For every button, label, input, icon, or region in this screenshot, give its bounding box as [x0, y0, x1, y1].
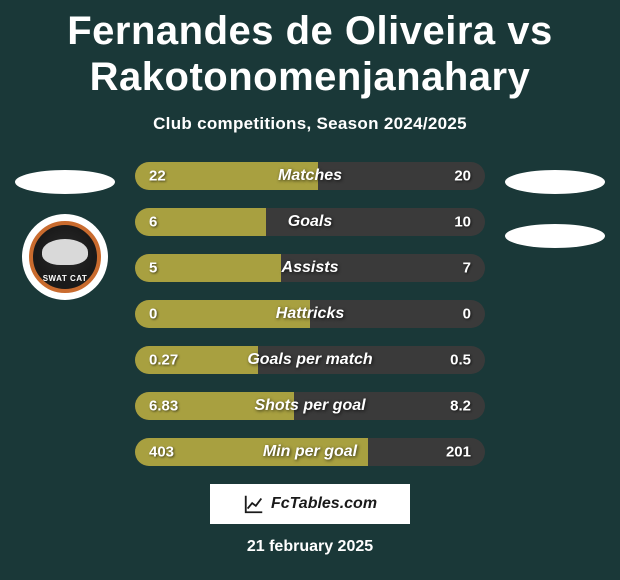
stat-bar-row: 0.27 Goals per match 0.5 — [135, 346, 485, 374]
stat-label: Hattricks — [276, 305, 344, 323]
stat-value-left: 0.27 — [149, 352, 178, 369]
stat-bar-row: 6.83 Shots per goal 8.2 — [135, 392, 485, 420]
title-line-2: Rakotonomenjanahary — [90, 55, 531, 99]
stat-value-left: 5 — [149, 260, 157, 277]
comparison-content: SWAT CAT 22 Matches 20 6 Goals 10 5 Assists 7 0 Ha… — [0, 162, 620, 466]
stat-bar-row: 0 Hattricks 0 — [135, 300, 485, 328]
stat-value-right: 7 — [463, 260, 471, 277]
stat-bar-row: 22 Matches 20 — [135, 162, 485, 190]
footer-brand-badge: FcTables.com — [210, 484, 410, 524]
stat-bar-row: 5 Assists 7 — [135, 254, 485, 282]
player-left-photo-placeholder — [15, 170, 115, 194]
stat-value-right: 8.2 — [450, 398, 471, 415]
stat-value-right: 20 — [454, 168, 471, 185]
stat-label: Assists — [282, 259, 339, 277]
stat-value-left: 6.83 — [149, 398, 178, 415]
stat-bar-row: 403 Min per goal 201 — [135, 438, 485, 466]
stat-value-left: 0 — [149, 306, 157, 323]
club-badge-graphic: SWAT CAT — [29, 221, 101, 293]
chart-icon — [243, 493, 265, 515]
stat-label: Goals — [288, 213, 332, 231]
stat-label: Shots per goal — [254, 397, 365, 415]
date-text: 21 february 2025 — [0, 538, 620, 556]
stat-value-right: 0 — [463, 306, 471, 323]
stat-label: Min per goal — [263, 443, 357, 461]
player-left-club-badge: SWAT CAT — [22, 214, 108, 300]
player-right-photo-placeholder — [505, 170, 605, 194]
stat-bar-row: 6 Goals 10 — [135, 208, 485, 236]
stat-value-right: 201 — [446, 444, 471, 461]
stat-value-left: 22 — [149, 168, 166, 185]
stat-bars-container: 22Matches206Goals105Assists70Hattricks00… — [135, 162, 485, 466]
subtitle: Club competitions, Season 2024/2025 — [0, 114, 620, 134]
stat-value-left: 6 — [149, 214, 157, 231]
player-right-club-placeholder — [505, 224, 605, 248]
stat-value-right: 0.5 — [450, 352, 471, 369]
player-left-column: SWAT CAT — [10, 162, 120, 300]
page-title: Fernandes de Oliveira vs Rakotonomenjana… — [0, 0, 620, 100]
stat-label: Matches — [278, 167, 342, 185]
stat-value-right: 10 — [454, 214, 471, 231]
stat-label: Goals per match — [247, 351, 372, 369]
club-badge-text: SWAT CAT — [33, 274, 97, 283]
player-right-column — [500, 162, 610, 268]
footer-brand-text: FcTables.com — [271, 495, 377, 513]
stat-value-left: 403 — [149, 444, 174, 461]
title-line-1: Fernandes de Oliveira vs — [67, 9, 553, 53]
